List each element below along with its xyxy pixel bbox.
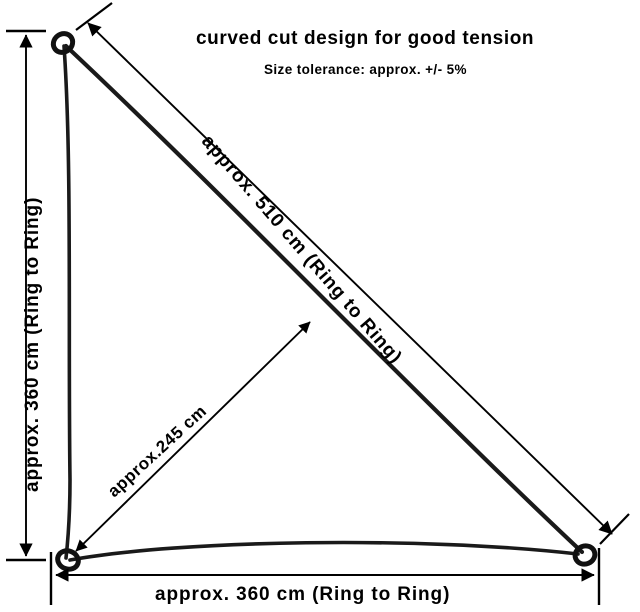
top-left-ring xyxy=(50,31,76,55)
dimension-hyp-line xyxy=(87,22,613,535)
dimension-mid-line xyxy=(75,321,311,552)
dimension-hyp-tick-top xyxy=(75,2,113,31)
corner-rings-group xyxy=(50,31,598,572)
bottom-dimension-label: approx. 360 cm (Ring to Ring) xyxy=(155,584,451,605)
bottom-left-ring xyxy=(55,548,81,572)
sail-edge-bottom xyxy=(68,540,580,562)
sail-edge-left xyxy=(62,44,72,560)
dimension-left-360 xyxy=(6,29,46,562)
dimension-bottom-360 xyxy=(49,548,601,605)
dimension-hypotenuse-510 xyxy=(75,2,630,545)
left-dimension-label: approx. 360 cm (Ring to Ring) xyxy=(22,196,43,492)
size-tolerance-note: Size tolerance: approx. +/- 5% xyxy=(264,62,467,77)
dimension-hyp-tick-bottom xyxy=(599,513,630,545)
bottom-right-ring xyxy=(572,543,598,567)
dimension-mid-245 xyxy=(75,321,311,552)
diagram-title: curved cut design for good tension xyxy=(196,28,535,49)
sail-outline xyxy=(62,43,585,562)
